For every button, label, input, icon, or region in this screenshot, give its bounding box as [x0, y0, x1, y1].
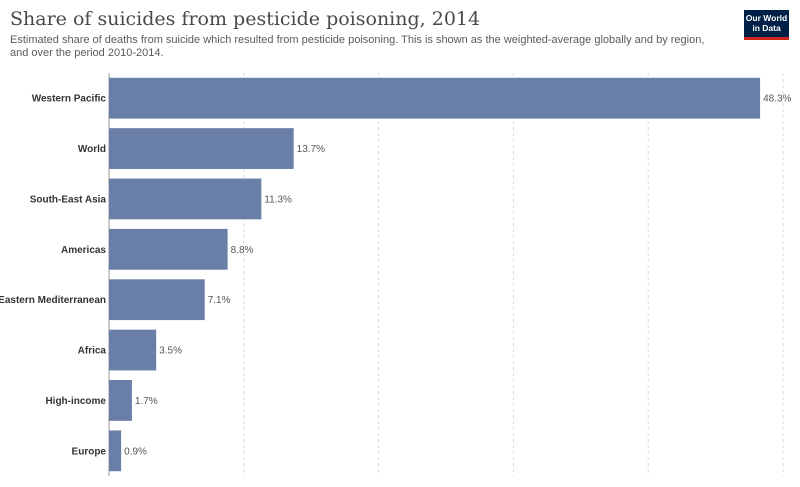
value-label: 48.3%	[763, 94, 791, 105]
bar[interactable]	[109, 329, 157, 371]
bar[interactable]	[109, 178, 262, 220]
bar[interactable]	[109, 77, 761, 119]
chart-title: Share of suicides from pesticide poisoni…	[10, 8, 481, 30]
bar[interactable]	[109, 279, 205, 321]
bar[interactable]	[109, 128, 294, 169]
category-label: Europe	[72, 446, 107, 457]
value-label: 11.3%	[264, 194, 292, 205]
logo-line-1: Our World	[745, 13, 788, 23]
owid-logo[interactable]: Our World in Data	[744, 10, 789, 40]
value-label: 3.5%	[159, 346, 182, 357]
category-label: World	[78, 144, 106, 155]
logo-line-2: in Data	[752, 22, 781, 33]
value-label: 13.7%	[297, 144, 325, 155]
bar[interactable]	[109, 228, 228, 270]
value-label: 7.1%	[208, 295, 231, 306]
value-label: 1.7%	[135, 396, 158, 407]
value-label: 8.8%	[231, 245, 254, 256]
chart-subtitle: Estimated share of deaths from suicide w…	[10, 34, 705, 59]
bar[interactable]	[109, 430, 122, 472]
bars: Western Pacific 48.3% World 13.7% South-East…	[0, 77, 792, 472]
category-label: Africa	[78, 346, 107, 357]
category-label: High-income	[45, 396, 106, 407]
category-label: South-East Asia	[30, 194, 107, 205]
bar[interactable]	[109, 380, 132, 421]
category-label: Eastern Mediterranean	[0, 295, 106, 306]
value-label: 0.9%	[124, 446, 147, 457]
category-label: Western Pacific	[32, 94, 107, 105]
category-label: Americas	[61, 245, 106, 256]
